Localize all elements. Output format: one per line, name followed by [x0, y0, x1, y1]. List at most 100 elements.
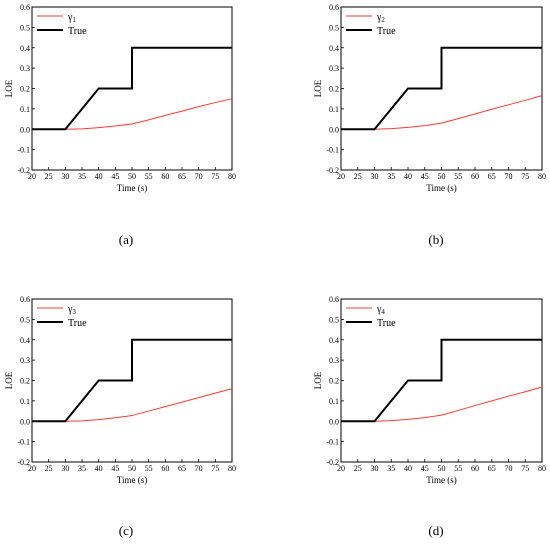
y-tick-label: 0.4: [329, 44, 339, 53]
panel-caption: (b): [428, 232, 443, 247]
x-tick-label: 45: [421, 172, 429, 181]
y-axis-title: LOE: [313, 371, 323, 389]
x-tick-label: 25: [45, 172, 53, 181]
x-tick-label: 80: [228, 464, 236, 473]
y-tick-label: 0.0: [20, 417, 30, 426]
x-tick-label: 20: [337, 172, 345, 181]
x-tick-label: 75: [211, 172, 219, 181]
x-axis-title: Time (s): [117, 475, 147, 485]
x-tick-label: 40: [404, 172, 412, 181]
x-tick-label: 65: [178, 464, 186, 473]
x-tick-label: 30: [61, 172, 69, 181]
legend-label-true: True: [377, 318, 396, 329]
true-series-line: [341, 338, 542, 423]
y-tick-label: 0.2: [20, 85, 30, 94]
x-tick-label: 35: [78, 172, 86, 181]
legend-label-gamma: γ4: [376, 304, 385, 316]
x-tick-label: 70: [195, 172, 203, 181]
x-tick-label: 25: [45, 464, 53, 473]
x-tick-label: 80: [538, 464, 546, 473]
y-tick-label: 0.4: [20, 336, 30, 345]
y-tick-label: 0.4: [329, 336, 339, 345]
x-tick-label: 20: [28, 464, 36, 473]
y-axis-title: LOE: [4, 79, 14, 97]
gamma-series-line: [341, 386, 543, 422]
x-tick-label: 60: [161, 464, 169, 473]
y-tick-label: 0.0: [329, 417, 339, 426]
x-axis-title: Time (s): [426, 183, 456, 193]
x-tick-label: 35: [387, 464, 395, 473]
x-tick-label: 30: [61, 464, 69, 473]
legend-label-gamma: γ1: [67, 12, 76, 24]
gamma-series-line: [32, 388, 233, 422]
y-tick-label: 0.1: [329, 105, 339, 114]
x-tick-label: 75: [211, 464, 219, 473]
x-tick-label: 25: [354, 172, 362, 181]
y-tick-label: -0.2: [326, 458, 339, 467]
panel-caption: (a): [119, 232, 133, 247]
x-tick-label: 50: [128, 172, 136, 181]
y-tick-label: 0.5: [329, 315, 339, 324]
y-tick-label: 0.3: [20, 64, 30, 73]
chart-panel: 20 25 30 35 40 45 50 55 60 65 70 75 80 -0.2 -0.1 0.0 0.1…: [4, 3, 236, 247]
x-tick-label: 55: [145, 464, 153, 473]
y-tick-label: -0.1: [326, 438, 339, 447]
true-series-line: [32, 338, 232, 423]
x-tick-label: 55: [454, 464, 462, 473]
x-tick-label: 70: [505, 464, 513, 473]
y-tick-label: -0.2: [17, 458, 30, 467]
x-tick-label: 60: [471, 464, 479, 473]
y-tick-label: 0.4: [20, 44, 30, 53]
x-tick-label: 20: [28, 172, 36, 181]
x-tick-label: 65: [178, 172, 186, 181]
true-series-line: [341, 46, 542, 131]
true-series-line: [32, 46, 232, 131]
x-tick-label: 60: [161, 172, 169, 181]
x-tick-label: 35: [387, 172, 395, 181]
y-tick-label: 0.6: [20, 295, 30, 304]
x-tick-label: 70: [195, 464, 203, 473]
y-tick-label: 0.1: [329, 397, 339, 406]
y-tick-label: 0.0: [20, 125, 30, 134]
y-tick-label: 0.5: [20, 23, 30, 32]
x-tick-label: 45: [421, 464, 429, 473]
gamma-series-line: [341, 95, 543, 130]
x-axis-title: Time (s): [426, 475, 456, 485]
x-tick-label: 40: [95, 172, 103, 181]
y-tick-label: 0.6: [329, 295, 339, 304]
x-tick-label: 20: [337, 464, 345, 473]
x-tick-label: 50: [438, 464, 446, 473]
y-tick-label: 0.3: [329, 64, 339, 73]
legend-label-gamma: γ2: [376, 12, 385, 24]
panel-caption: (c): [119, 523, 133, 538]
x-tick-label: 60: [471, 172, 479, 181]
y-tick-label: 0.5: [20, 315, 30, 324]
x-tick-label: 50: [438, 172, 446, 181]
x-tick-label: 80: [228, 172, 236, 181]
x-tick-label: 65: [488, 172, 496, 181]
y-tick-label: 0.6: [329, 3, 339, 12]
x-tick-label: 50: [128, 464, 136, 473]
y-axis-title: LOE: [313, 79, 323, 97]
x-tick-label: 30: [371, 172, 379, 181]
y-axis-title: LOE: [4, 371, 14, 389]
x-tick-label: 80: [538, 172, 546, 181]
x-axis-title: Time (s): [117, 183, 147, 193]
x-tick-label: 45: [111, 172, 119, 181]
y-tick-label: 0.5: [329, 23, 339, 32]
y-tick-label: 0.3: [20, 356, 30, 365]
legend-label-true: True: [68, 318, 87, 329]
y-tick-label: -0.1: [326, 146, 339, 155]
x-tick-label: 30: [371, 464, 379, 473]
chart-panel: 20 25 30 35 40 45 50 55 60 65 70 75 80 -0.2 -0.1 0.0 0.1…: [313, 3, 546, 247]
x-tick-label: 55: [454, 172, 462, 181]
y-tick-label: 0.1: [20, 105, 30, 114]
x-tick-label: 40: [404, 464, 412, 473]
legend-label-true: True: [377, 26, 396, 37]
x-tick-label: 40: [95, 464, 103, 473]
y-tick-label: -0.1: [17, 438, 30, 447]
y-tick-label: 0.1: [20, 397, 30, 406]
chart-panel: 20 25 30 35 40 45 50 55 60 65 70 75 80 -0.2 -0.1 0.0 0.1…: [313, 295, 546, 538]
y-tick-label: -0.1: [17, 146, 30, 155]
